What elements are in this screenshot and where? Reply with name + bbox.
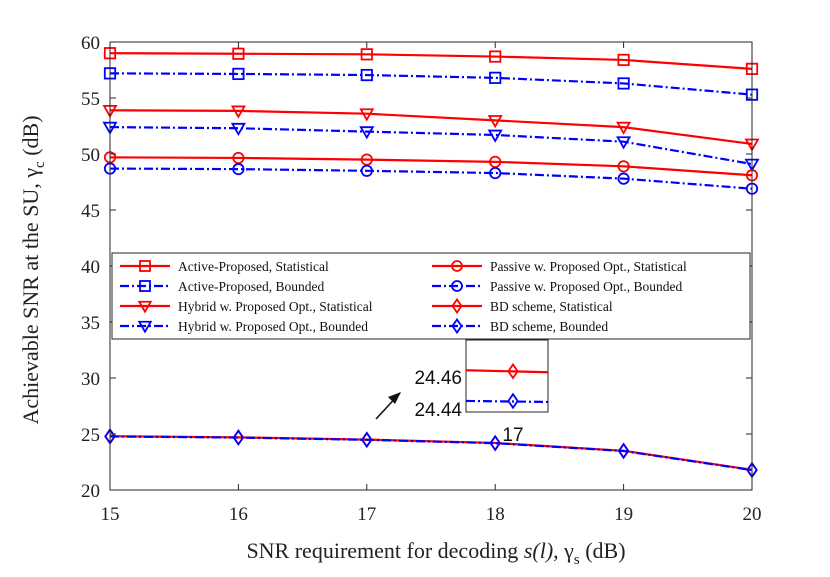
series-line bbox=[109, 156, 753, 177]
data-point bbox=[487, 115, 503, 129]
y-tick-label: 35 bbox=[81, 313, 100, 334]
legend-box bbox=[111, 252, 751, 340]
y-tick-label: 30 bbox=[81, 369, 100, 390]
legend-label: Passive w. Proposed Opt., Statistical bbox=[490, 259, 687, 274]
data-point bbox=[617, 160, 630, 173]
legend: Active-Proposed, Statistical Passive w. P… bbox=[111, 252, 751, 340]
inset-y-tick-label: 24.46 bbox=[414, 368, 462, 389]
data-point bbox=[360, 68, 373, 82]
legend-label: BD scheme, Bounded bbox=[490, 319, 608, 334]
x-tick-label: 20 bbox=[743, 504, 762, 525]
plot-area bbox=[102, 47, 760, 479]
y-tick-label: 45 bbox=[81, 201, 100, 222]
data-point bbox=[489, 71, 502, 84]
legend-label: Active-Proposed, Statistical bbox=[178, 259, 329, 274]
legend-entry: Hybrid w. Proposed Opt., Statistical bbox=[120, 299, 373, 314]
data-point bbox=[359, 108, 375, 122]
inset-statistical-marker bbox=[507, 362, 519, 380]
data-point bbox=[230, 105, 246, 119]
legend-label: BD scheme, Statistical bbox=[490, 299, 613, 314]
y-tick-label: 25 bbox=[81, 425, 100, 446]
series-4 bbox=[102, 121, 760, 172]
x-tick-label: 15 bbox=[101, 504, 120, 525]
y-tick-label: 20 bbox=[81, 481, 100, 502]
y-axis-label: Achievable SNR at the SU, γc (dB) bbox=[18, 115, 48, 424]
legend-entry: Hybrid w. Proposed Opt., Bounded bbox=[120, 319, 368, 334]
series-line bbox=[109, 109, 753, 146]
inset-x-tick-label: 17 bbox=[502, 425, 523, 446]
x-tick-label: 18 bbox=[486, 504, 505, 525]
data-point bbox=[360, 164, 373, 177]
series-8 bbox=[104, 428, 758, 479]
data-point bbox=[489, 434, 501, 452]
inset-y-tick-label: 24.44 bbox=[414, 400, 462, 421]
data-point bbox=[359, 126, 375, 140]
series-6 bbox=[103, 162, 759, 195]
zoom-arrow-head bbox=[388, 392, 401, 404]
inset-frame bbox=[465, 339, 549, 413]
data-point bbox=[232, 67, 245, 81]
x-tick-label: 19 bbox=[614, 504, 633, 525]
data-point bbox=[617, 77, 630, 90]
data-point bbox=[487, 129, 503, 143]
data-point bbox=[617, 172, 630, 185]
data-point bbox=[617, 442, 630, 460]
series-3 bbox=[102, 105, 760, 152]
legend-swatch-marker bbox=[137, 320, 153, 334]
data-point bbox=[616, 121, 632, 135]
legend-label: Hybrid w. Proposed Opt., Statistical bbox=[178, 299, 373, 314]
data-point bbox=[489, 50, 502, 63]
series-line bbox=[109, 126, 753, 166]
series-5 bbox=[103, 151, 759, 182]
data-point bbox=[616, 136, 632, 150]
legend-entry: Passive w. Proposed Opt., Statistical bbox=[432, 259, 687, 274]
data-point bbox=[489, 166, 502, 180]
series-line bbox=[109, 435, 753, 471]
legend-entry: BD scheme, Bounded bbox=[432, 317, 608, 335]
series-line bbox=[109, 435, 753, 472]
legend-entry: Passive w. Proposed Opt., Bounded bbox=[432, 279, 682, 294]
inset-zoom: 24.46 24.44 17 bbox=[375, 339, 549, 446]
y-tick-label: 55 bbox=[81, 89, 100, 110]
legend-label: Hybrid w. Proposed Opt., Bounded bbox=[178, 319, 368, 334]
data-point bbox=[360, 48, 373, 61]
legend-swatch-marker bbox=[139, 260, 151, 272]
x-axis-label: SNR requirement for decoding s(l), γs (d… bbox=[246, 538, 625, 568]
legend-entry: BD scheme, Statistical bbox=[432, 297, 613, 315]
legend-swatch-marker bbox=[451, 280, 463, 292]
data-point bbox=[232, 47, 245, 60]
legend-swatch-marker bbox=[137, 300, 153, 314]
y-tick-label: 50 bbox=[81, 145, 100, 166]
legend-swatch-marker bbox=[451, 260, 463, 272]
data-point bbox=[230, 122, 246, 137]
legend-swatch-marker bbox=[451, 317, 463, 335]
data-point bbox=[361, 431, 373, 449]
x-tick-label: 17 bbox=[357, 504, 376, 525]
series-line bbox=[109, 52, 753, 70]
data-point bbox=[232, 429, 245, 446]
inset-bounded-marker bbox=[507, 392, 519, 410]
inset-bounded-line bbox=[465, 399, 549, 404]
data-point bbox=[617, 53, 630, 67]
legend-entry: Active-Proposed, Bounded bbox=[120, 279, 324, 294]
legend-swatch-marker bbox=[139, 280, 151, 292]
axes: 15 16 17 18 19 20 20 25 30 35 40 45 50 55 60 bbox=[81, 33, 762, 525]
legend-label: Passive w. Proposed Opt., Bounded bbox=[490, 279, 682, 294]
legend-label: Active-Proposed, Bounded bbox=[178, 279, 324, 294]
data-point bbox=[232, 163, 245, 176]
series-line bbox=[109, 72, 753, 96]
series-1 bbox=[103, 47, 759, 75]
series-2 bbox=[103, 67, 759, 101]
y-tick-label: 40 bbox=[81, 257, 100, 278]
x-tick-label: 16 bbox=[229, 504, 248, 525]
series-line bbox=[109, 167, 753, 190]
legend-entry: Active-Proposed, Statistical bbox=[120, 259, 329, 274]
inset-statistical-line bbox=[465, 369, 549, 374]
y-tick-label: 60 bbox=[81, 33, 100, 54]
legend-swatch-marker bbox=[451, 297, 463, 315]
